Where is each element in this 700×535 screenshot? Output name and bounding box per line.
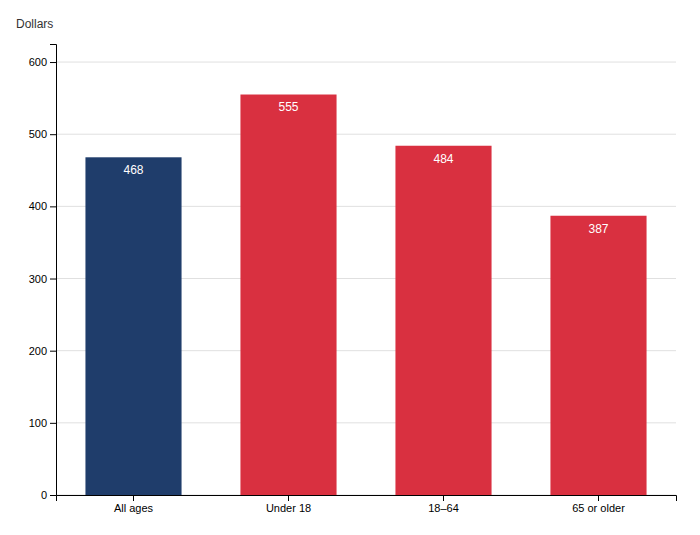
x-tick-mark (443, 495, 444, 501)
y-tick-label: 300 (29, 273, 47, 285)
data-label: 468 (123, 163, 143, 177)
y-tick: 0 (41, 489, 56, 501)
x-tick-label: All ages (114, 502, 154, 514)
y-tick: 500 (29, 128, 56, 140)
x-tick-mark (598, 495, 599, 501)
y-tick-label: 0 (41, 489, 47, 501)
y-tick-mark (50, 62, 56, 63)
y-tick-label: 400 (29, 200, 47, 212)
y-tick: 400 (29, 200, 56, 212)
x-tick-label: 65 or older (572, 502, 625, 514)
y-tick-mark (50, 134, 56, 135)
x-tick-label: Under 18 (266, 502, 311, 514)
y-tick-mark (50, 351, 56, 352)
y-tick-mark (50, 495, 56, 496)
y-tick-label: 500 (29, 128, 47, 140)
y-tick: 100 (29, 417, 56, 429)
x-tick-mark (133, 495, 134, 501)
x-tick: 65 or older (572, 495, 625, 514)
plot: 468 555 484 387 0 100 200 300 400 500 600 All ages U… (29, 45, 677, 514)
chart: 468 555 484 387 0 100 200 300 400 500 600 All ages U… (0, 0, 700, 535)
data-label: 555 (278, 100, 298, 114)
y-tick-label: 100 (29, 417, 47, 429)
data-labels: 468 555 484 387 (123, 100, 608, 235)
y-axis-line (50, 45, 57, 496)
y-axis: 0 100 200 300 400 500 600 (29, 45, 57, 502)
x-axis: All ages Under 18 18–64 65 or older (57, 495, 677, 514)
y-tick-mark (50, 206, 56, 207)
grid-line (56, 134, 676, 135)
y-tick-label: 200 (29, 345, 47, 357)
y-tick: 600 (29, 56, 56, 68)
y-tick-label: 600 (29, 56, 47, 68)
x-axis-line (57, 496, 677, 502)
y-tick: 300 (29, 273, 56, 285)
x-tick-mark (288, 495, 289, 501)
x-tick: 18–64 (428, 495, 459, 514)
y-tick-mark (50, 423, 56, 424)
bar (550, 216, 646, 495)
y-tick: 200 (29, 345, 56, 357)
bar (85, 157, 181, 495)
bar (395, 146, 491, 495)
grid-line (56, 62, 676, 63)
data-label: 484 (433, 152, 453, 166)
grid (56, 62, 676, 495)
x-tick: All ages (114, 495, 154, 514)
x-tick-label: 18–64 (428, 502, 459, 514)
y-axis-title: Dollars (16, 17, 53, 31)
bar (240, 95, 336, 495)
data-label: 387 (588, 222, 608, 236)
bars (85, 95, 646, 495)
x-tick: Under 18 (266, 495, 311, 514)
y-tick-mark (50, 279, 56, 280)
